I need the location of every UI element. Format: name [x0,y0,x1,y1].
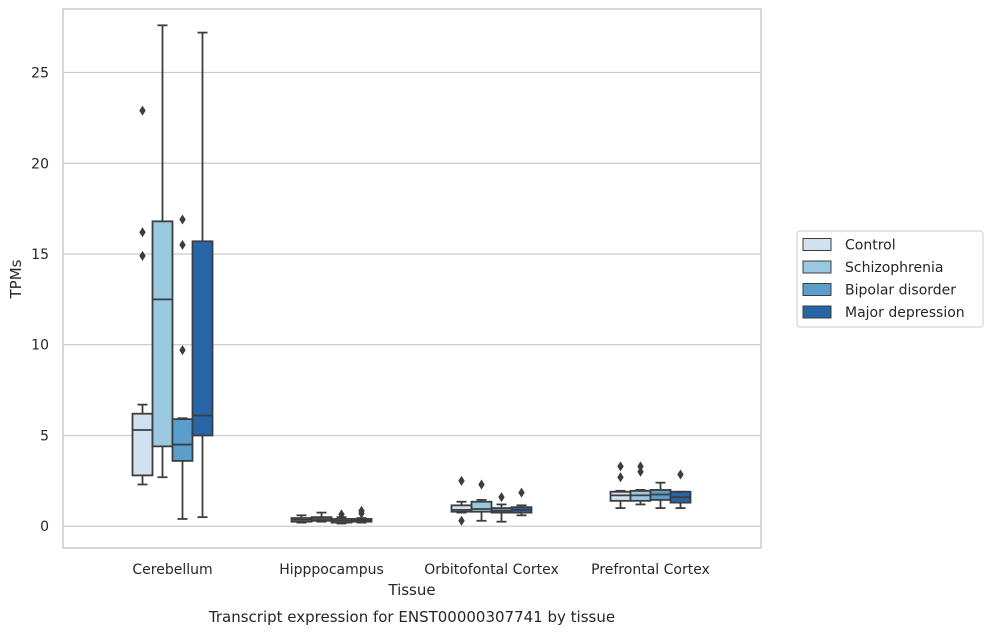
x-tick-label-1: Cerebellum [132,562,212,578]
outlier-2 [358,508,365,519]
box-series [131,24,692,526]
legend-label-3: Bipolar disorder [845,283,956,299]
chart-caption: Transcript expression for ENST0000030774… [208,608,615,626]
box-4-4 [669,469,692,509]
y-tick-labels: 0 5 10 15 20 25 [31,66,49,536]
outlier-2 [179,239,186,250]
box-4-1 [191,31,214,519]
outlier-2 [637,466,644,477]
outlier-1 [458,475,465,486]
outlier-3 [179,345,186,356]
outlier-1 [498,492,505,503]
legend-swatch-4 [802,305,832,319]
x-tick-label-4: Prefrontal Cortex [591,562,710,578]
outlier-1 [617,461,624,472]
y-tick-label-10: 10 [31,338,49,354]
y-tick-label-0: 0 [40,519,49,535]
outlier-2 [617,472,624,483]
y-tick-label-25: 25 [31,66,49,82]
legend: Control Schizophrenia Bipolar disorder Majo… [796,230,984,328]
box-3-2 [330,509,353,525]
box-3-1 [171,214,194,520]
outlier-2 [139,227,146,238]
y-axis-label: TPMs [7,259,25,299]
box-4-3 [510,487,533,517]
y-tick-label-20: 20 [31,156,49,172]
outlier-3 [139,250,146,261]
box-body [191,240,214,437]
box-2-3 [470,479,493,522]
x-axis-label: Tissue [387,581,435,599]
y-tick-label-15: 15 [31,247,49,263]
plot-frame [62,8,762,549]
x-tick-labels: Cerebellum Hipppocampus Orbitofontal Corte… [132,562,709,578]
outlier-1 [338,509,345,520]
outlier-1 [139,105,146,116]
box-body [171,418,194,462]
legend-label-4: Major depression [845,305,965,321]
box-2-1 [151,24,174,479]
y-tick-label-5: 5 [40,428,49,444]
outlier-1 [637,461,644,472]
legend-label-1: Control [845,238,896,254]
legend-swatch-2 [802,260,832,274]
box-body [470,500,493,513]
box-body [131,412,154,477]
legend-swatch-3 [802,283,832,296]
legend-label-2: Schizophrenia [845,260,943,276]
outlier-1 [478,479,485,490]
outlier-2 [458,515,465,526]
box-body [609,490,632,502]
outlier-1 [677,469,684,480]
box-1-1 [131,105,154,486]
outlier-1 [179,214,186,225]
x-tick-label-3: Orbitofontal Cortex [424,562,559,578]
x-tick-label-2: Hipppocampus [279,562,384,578]
legend-frame [796,230,984,328]
box-body [151,220,174,448]
box-4-2 [350,505,373,524]
legend-swatch-1 [802,238,832,251]
outlier-1 [518,487,525,498]
box-3-3 [490,492,513,523]
